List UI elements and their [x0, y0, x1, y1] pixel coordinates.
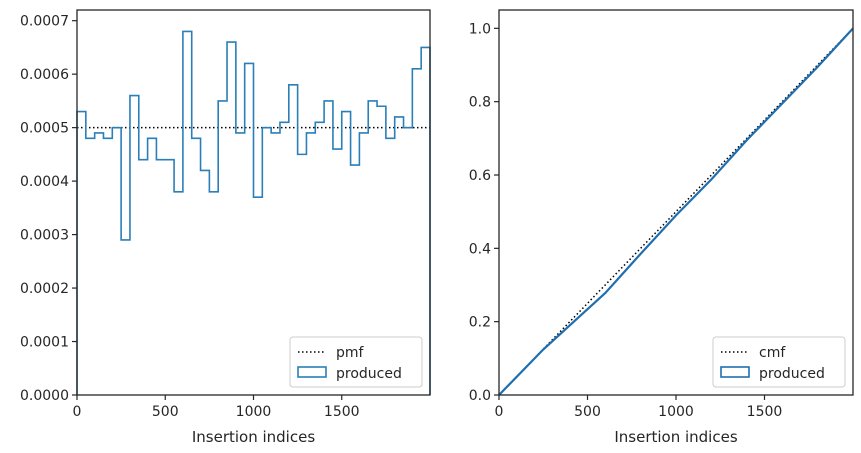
histogram-bin	[165, 160, 174, 395]
histogram-bin	[103, 138, 112, 395]
legend-label-produced: produced	[336, 366, 402, 382]
y-tick-label: 1.0	[469, 21, 491, 37]
histogram-bin	[254, 197, 263, 395]
x-axis-label: Insertion indices	[614, 428, 737, 446]
histogram-bin	[227, 42, 236, 395]
y-tick-label: 0.0007	[20, 14, 69, 30]
x-tick-label: 0	[495, 404, 504, 420]
x-tick-label: 500	[152, 404, 179, 420]
x-tick-label: 1500	[747, 404, 783, 420]
histogram-bin	[139, 160, 148, 395]
x-tick-label: 1500	[324, 404, 360, 420]
histogram-bin	[201, 170, 210, 395]
y-tick-label: 0.0001	[20, 335, 69, 351]
histogram-bin	[77, 112, 86, 395]
legend-box	[712, 336, 846, 388]
y-tick-label: 0.0006	[20, 67, 69, 83]
histogram-bin	[280, 122, 289, 395]
legend-label-pmf: pmf	[336, 345, 365, 361]
legend-swatch-produced	[720, 366, 750, 378]
histogram-bin	[130, 96, 139, 395]
legend-label-cmf: cmf	[759, 345, 786, 361]
histogram-bin	[271, 133, 280, 395]
histogram-bin	[121, 240, 130, 395]
y-tick-label: 0.0000	[20, 388, 69, 404]
reference-line-cmf	[498, 27, 854, 396]
histogram-bin	[218, 101, 227, 395]
histogram-bin	[148, 138, 157, 395]
y-tick-label: 0.0005	[20, 121, 69, 137]
histogram-bin	[156, 160, 165, 395]
legend-box	[289, 336, 423, 388]
x-axis-label: Insertion indices	[192, 428, 315, 446]
histogram-bin	[95, 133, 104, 395]
y-tick-label: 0.0003	[20, 228, 69, 244]
histogram-bin	[192, 138, 201, 395]
histogram-bin	[209, 192, 218, 395]
histogram-bin	[262, 128, 271, 395]
x-tick-label: 0	[73, 404, 82, 420]
legend-swatch-produced	[297, 366, 327, 378]
y-tick-label: 0.4	[469, 241, 491, 257]
histogram-bin	[245, 63, 254, 395]
y-tick-label: 0.6	[469, 168, 491, 184]
y-tick-label: 0.8	[469, 95, 491, 111]
y-tick-label: 0.0004	[20, 174, 69, 190]
histogram-step-produced	[76, 30, 431, 395]
histogram-bin	[174, 192, 183, 395]
histogram-bin	[112, 128, 121, 395]
histogram-bin	[183, 31, 192, 395]
legend-label-produced: produced	[759, 366, 825, 382]
x-tick-label: 1000	[236, 404, 272, 420]
y-tick-label: 0.2	[469, 315, 491, 331]
histogram-bin	[86, 138, 95, 395]
x-tick-label: 1000	[658, 404, 694, 420]
y-tick-label: 0.0	[469, 388, 491, 404]
y-tick-label: 0.0002	[20, 281, 69, 297]
x-tick-label: 500	[574, 404, 601, 420]
histogram-bin	[236, 133, 245, 395]
